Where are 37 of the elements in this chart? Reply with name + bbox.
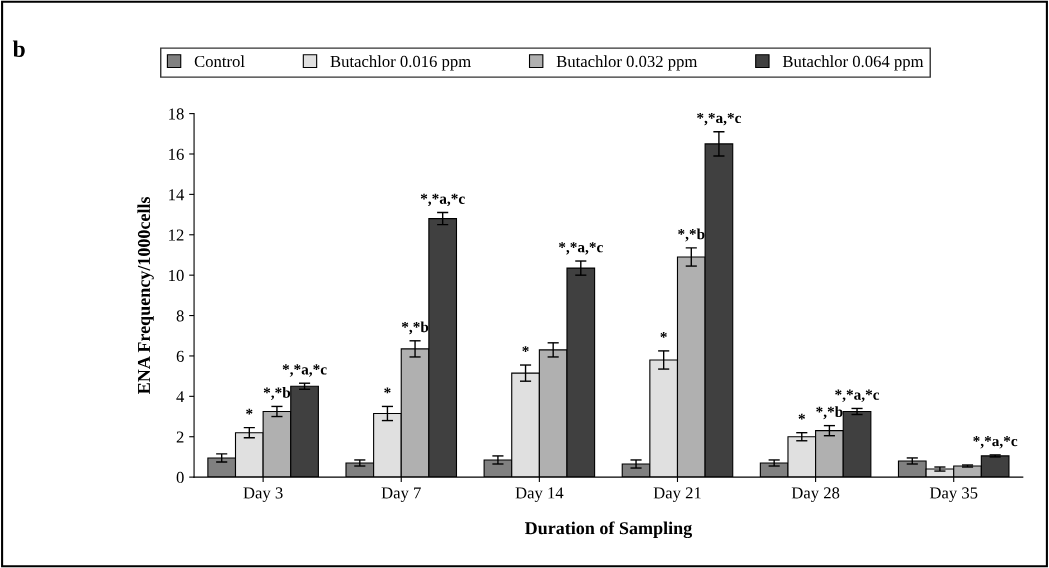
- y-tick-label: 8: [176, 310, 184, 322]
- data-label: *,*a,*c: [697, 112, 742, 126]
- data-label: *: [522, 346, 529, 352]
- y-tick-label: 10: [169, 269, 184, 282]
- legend-label: Butachlor 0.032 ppm: [556, 55, 698, 71]
- data-label: *,*b: [263, 387, 291, 400]
- data-label: *,*a,*c: [973, 436, 1018, 449]
- y-tick-label: 12: [169, 229, 184, 241]
- y-tick-label: 6: [176, 350, 184, 362]
- y-axis-title: ENA Frequency/1000cells: [137, 196, 154, 394]
- data-label: *,*a,*c: [282, 364, 327, 377]
- x-tick-label: Day 35: [929, 487, 978, 502]
- x-tick-label: Day 14: [515, 487, 564, 502]
- data-label: *,*b: [678, 228, 705, 242]
- data-label: *: [798, 413, 805, 420]
- data-label: *: [660, 332, 667, 338]
- x-axis-title: Duration of Sampling: [524, 521, 693, 539]
- text: b: [12, 40, 25, 58]
- x-tick-label: Day 3: [243, 487, 283, 502]
- legend-label: Butachlor 0.016 ppm: [330, 55, 471, 71]
- legend-label: Butachlor 0.064 ppm: [782, 55, 924, 71]
- y-tick-label: 0: [176, 471, 184, 484]
- data-label: *: [384, 387, 391, 394]
- data-label: *,*a,*c: [558, 242, 603, 255]
- data-label: *,*a,*c: [420, 193, 465, 207]
- y-tick-label: 14: [169, 189, 185, 201]
- data-label: *,*b: [816, 406, 843, 420]
- y-tick-label: 18: [169, 108, 184, 120]
- x-tick-label: Day 21: [653, 487, 701, 502]
- y-tick-label: 4: [176, 391, 185, 403]
- y-tick-label: 2: [176, 431, 184, 443]
- data-label: *,*a,*c: [835, 389, 880, 403]
- x-tick-label: Day 7: [381, 487, 421, 502]
- data-label: *: [246, 408, 253, 415]
- x-tick-label: Day 28: [791, 487, 840, 502]
- y-tick-label: 16: [169, 148, 184, 160]
- legend-label: Control: [194, 55, 245, 68]
